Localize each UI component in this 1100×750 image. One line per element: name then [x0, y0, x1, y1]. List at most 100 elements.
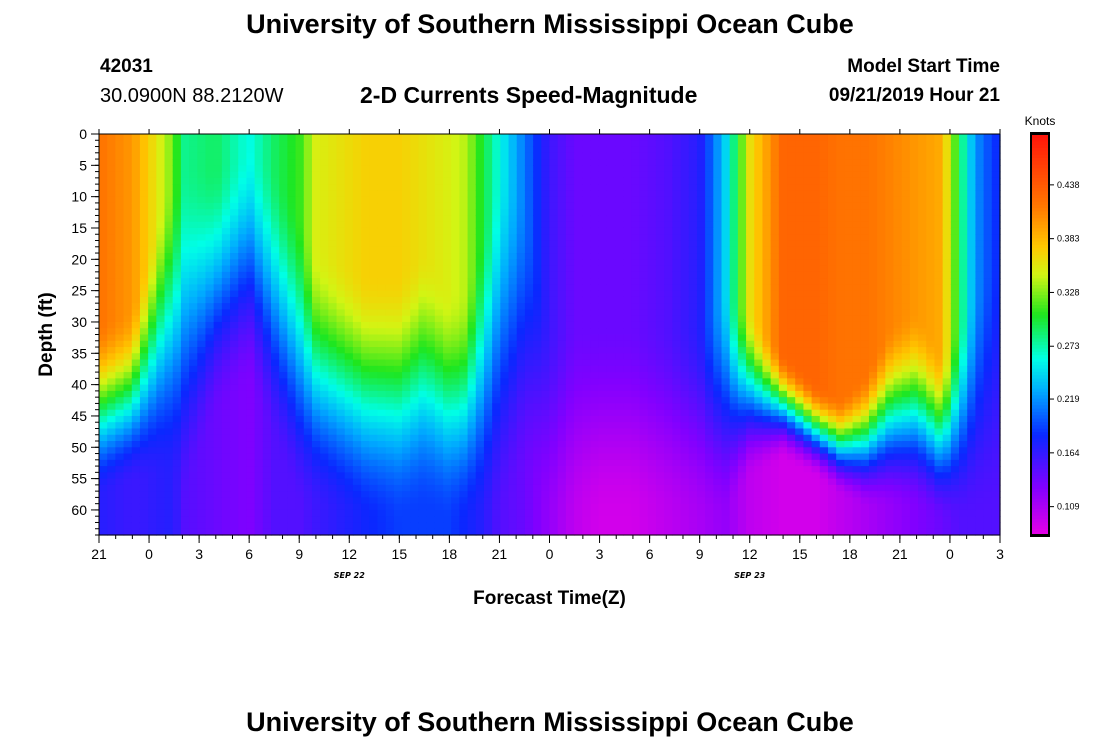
- heatmap-cell: [238, 209, 248, 217]
- heatmap-cell: [492, 227, 501, 235]
- heatmap-cell: [500, 409, 510, 417]
- heatmap-cell: [623, 365, 633, 373]
- heatmap-cell: [385, 478, 395, 486]
- heatmap-cell: [221, 278, 231, 285]
- heatmap-cell: [271, 353, 280, 361]
- heatmap-cell: [107, 315, 116, 323]
- heatmap-cell: [328, 309, 338, 317]
- heatmap-cell: [402, 415, 411, 423]
- heatmap-cell: [582, 484, 592, 492]
- heatmap-cell: [172, 491, 182, 499]
- heatmap-cell: [451, 221, 460, 229]
- heatmap-cell: [721, 403, 731, 411]
- heatmap-cell: [639, 428, 649, 436]
- heatmap-cell: [541, 503, 551, 511]
- heatmap-cell: [565, 184, 575, 191]
- heatmap-cell: [164, 503, 174, 511]
- heatmap-cell: [443, 397, 452, 405]
- heatmap-cell: [688, 384, 698, 392]
- heatmap-cell: [344, 240, 354, 248]
- heatmap-cell: [131, 196, 141, 204]
- heatmap-cell: [402, 384, 411, 392]
- heatmap-cell: [721, 209, 731, 217]
- heatmap-cell: [320, 246, 329, 254]
- heatmap-cell: [385, 259, 395, 267]
- heatmap-cell: [205, 466, 215, 473]
- heatmap-cell: [713, 434, 723, 442]
- heatmap-cell: [189, 384, 198, 392]
- heatmap-cell: [205, 390, 215, 398]
- heatmap-cell: [655, 152, 665, 160]
- heatmap-cell: [336, 177, 346, 185]
- heatmap-cell: [320, 516, 329, 524]
- heatmap-cell: [483, 390, 493, 398]
- heatmap-cell: [492, 409, 501, 417]
- heatmap-cell: [664, 165, 673, 173]
- heatmap-cell: [377, 378, 387, 386]
- heatmap-cell: [393, 159, 403, 166]
- heatmap-cell: [164, 409, 174, 417]
- heatmap-cell: [524, 171, 534, 179]
- heatmap-cell: [410, 340, 420, 348]
- heatmap-cell: [336, 190, 346, 198]
- heatmap-cell: [451, 347, 460, 354]
- heatmap-cell: [713, 390, 723, 398]
- heatmap-cell: [393, 253, 403, 260]
- heatmap-cell: [393, 321, 403, 329]
- heatmap-cell: [402, 315, 411, 323]
- heatmap-cell: [107, 478, 116, 486]
- heatmap-cell: [623, 171, 633, 179]
- heatmap-cell: [680, 253, 690, 260]
- heatmap-cell: [483, 234, 493, 242]
- heatmap-cell: [672, 171, 682, 179]
- heatmap-cell: [541, 466, 551, 473]
- heatmap-cell: [680, 315, 690, 323]
- heatmap-cell: [574, 159, 583, 166]
- heatmap-cell: [639, 359, 649, 367]
- heatmap-cell: [139, 353, 149, 361]
- heatmap-cell: [639, 190, 649, 198]
- heatmap-cell: [99, 259, 108, 267]
- heatmap-cell: [590, 134, 600, 141]
- heatmap-cell: [131, 334, 141, 342]
- heatmap-cell: [557, 409, 567, 417]
- heatmap-cell: [287, 378, 297, 386]
- heatmap-cell: [705, 240, 714, 248]
- heatmap-cell: [311, 171, 321, 179]
- heatmap-cell: [172, 159, 182, 166]
- heatmap-cell: [721, 441, 731, 448]
- heatmap-cell: [434, 365, 444, 373]
- heatmap-cell: [696, 265, 706, 273]
- heatmap-cell: [131, 303, 141, 311]
- heatmap-cell: [467, 259, 477, 267]
- heatmap-cell: [287, 234, 297, 242]
- heatmap-cell: [344, 159, 354, 166]
- heatmap-cell: [352, 328, 362, 336]
- heatmap-cell: [172, 441, 182, 448]
- heatmap-cell: [492, 484, 501, 492]
- heatmap-cell: [311, 447, 321, 455]
- heatmap-cell: [213, 234, 223, 242]
- heatmap-cell: [606, 422, 616, 430]
- heatmap-cell: [221, 447, 231, 455]
- heatmap-cell: [328, 415, 338, 423]
- heatmap-cell: [344, 146, 354, 154]
- heatmap-cell: [107, 221, 116, 229]
- heatmap-cell: [475, 415, 485, 423]
- heatmap-cell: [696, 177, 706, 185]
- heatmap-cell: [230, 240, 239, 248]
- heatmap-cell: [483, 409, 493, 417]
- heatmap-cell: [205, 478, 215, 486]
- heatmap-cell: [197, 152, 207, 160]
- heatmap-cell: [131, 315, 141, 323]
- heatmap-cell: [328, 459, 338, 467]
- heatmap-cell: [565, 359, 575, 367]
- heatmap-cell: [271, 309, 280, 317]
- heatmap-cell: [574, 491, 583, 499]
- heatmap-cell: [541, 265, 551, 273]
- heatmap-cell: [385, 359, 395, 367]
- heatmap-cell: [721, 484, 731, 492]
- heatmap-cell: [483, 209, 493, 217]
- heatmap-cell: [303, 165, 313, 173]
- heatmap-cell: [352, 503, 362, 511]
